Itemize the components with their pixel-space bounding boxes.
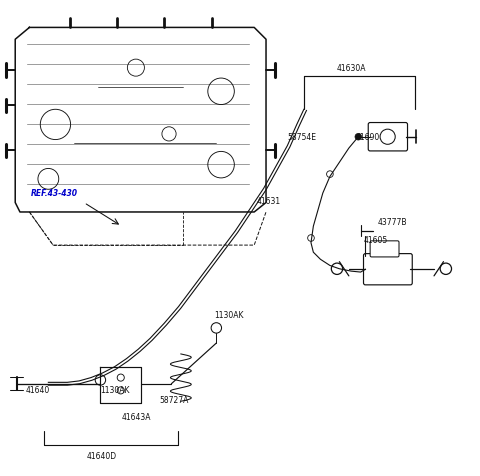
Text: 41605: 41605 — [364, 236, 388, 245]
FancyBboxPatch shape — [363, 254, 412, 285]
FancyBboxPatch shape — [370, 241, 399, 257]
Text: 58754E: 58754E — [288, 133, 316, 141]
Text: 41690: 41690 — [356, 133, 380, 141]
Text: 41640D: 41640D — [86, 453, 116, 461]
Circle shape — [355, 133, 361, 140]
Text: 1130AK: 1130AK — [100, 386, 130, 395]
Text: 41640: 41640 — [26, 386, 50, 395]
Text: 41643A: 41643A — [122, 413, 151, 422]
FancyBboxPatch shape — [368, 122, 408, 151]
Text: 41630A: 41630A — [337, 64, 367, 73]
Text: REF.43-430: REF.43-430 — [31, 189, 78, 198]
Text: 1130AK: 1130AK — [214, 311, 243, 320]
Text: 58727A: 58727A — [159, 396, 189, 405]
Text: 43777B: 43777B — [377, 218, 407, 227]
Text: 41631: 41631 — [257, 197, 281, 206]
